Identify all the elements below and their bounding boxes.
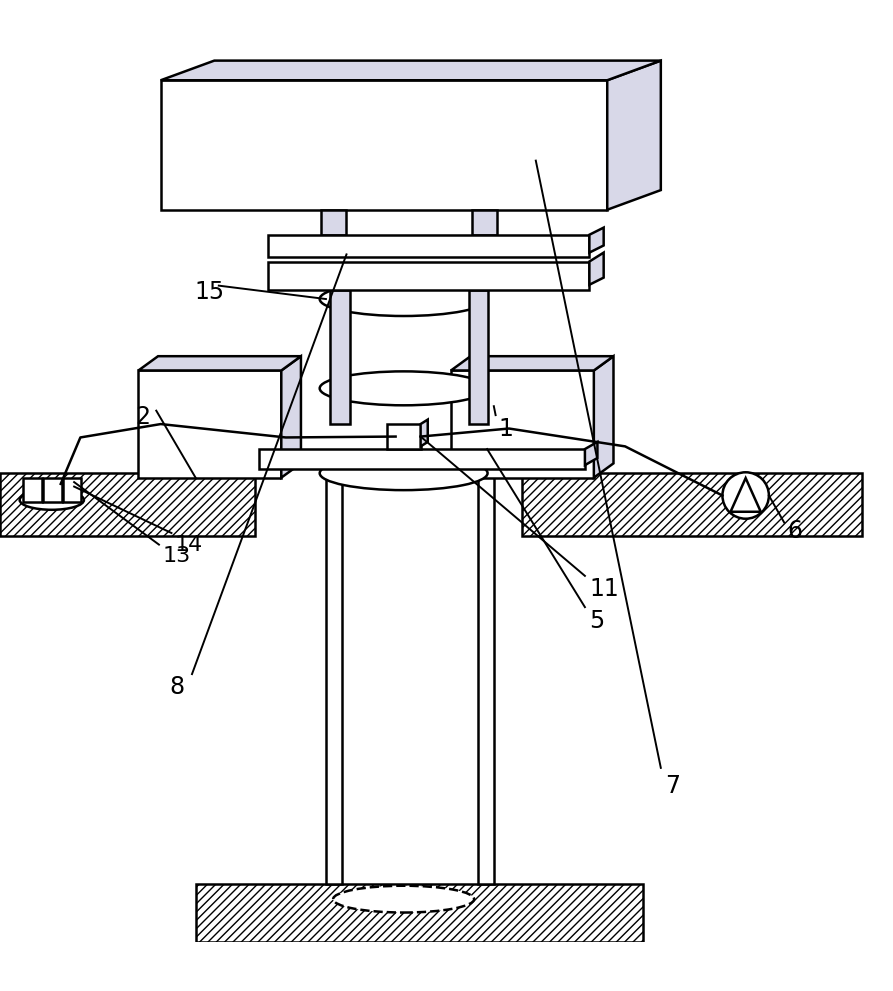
- Bar: [469, 290, 488, 424]
- Ellipse shape: [320, 456, 488, 491]
- Ellipse shape: [333, 886, 474, 913]
- Polygon shape: [138, 356, 301, 371]
- Text: 13: 13: [163, 546, 191, 566]
- Bar: [63, 478, 81, 501]
- Bar: [326, 473, 342, 884]
- Bar: [0, 473, 255, 536]
- Bar: [259, 449, 585, 469]
- Polygon shape: [585, 442, 597, 465]
- Bar: [321, 210, 346, 235]
- Bar: [268, 262, 589, 290]
- Bar: [196, 884, 643, 942]
- Ellipse shape: [320, 372, 488, 405]
- Ellipse shape: [320, 282, 488, 316]
- Bar: [451, 371, 594, 478]
- Polygon shape: [730, 478, 761, 511]
- Polygon shape: [594, 356, 613, 478]
- Polygon shape: [451, 356, 613, 371]
- Text: 7: 7: [665, 774, 680, 798]
- Text: 2: 2: [136, 405, 151, 429]
- Bar: [387, 424, 421, 449]
- Bar: [268, 235, 589, 257]
- Bar: [522, 473, 862, 536]
- Text: 5: 5: [589, 608, 605, 632]
- Polygon shape: [607, 60, 661, 210]
- Text: 14: 14: [175, 534, 204, 555]
- Bar: [472, 210, 497, 235]
- Polygon shape: [421, 419, 428, 446]
- Ellipse shape: [20, 491, 84, 509]
- Bar: [43, 478, 62, 501]
- Bar: [161, 80, 607, 210]
- Text: 1: 1: [498, 416, 513, 441]
- Bar: [23, 478, 42, 501]
- Polygon shape: [589, 253, 604, 284]
- Bar: [138, 371, 281, 478]
- Bar: [478, 473, 494, 884]
- Text: 11: 11: [589, 578, 619, 602]
- Circle shape: [722, 473, 769, 518]
- Polygon shape: [589, 228, 604, 253]
- Bar: [330, 290, 350, 424]
- Text: 15: 15: [195, 279, 225, 304]
- Text: 6: 6: [788, 519, 803, 543]
- Text: 8: 8: [170, 676, 185, 700]
- Polygon shape: [281, 356, 301, 478]
- Polygon shape: [161, 60, 661, 80]
